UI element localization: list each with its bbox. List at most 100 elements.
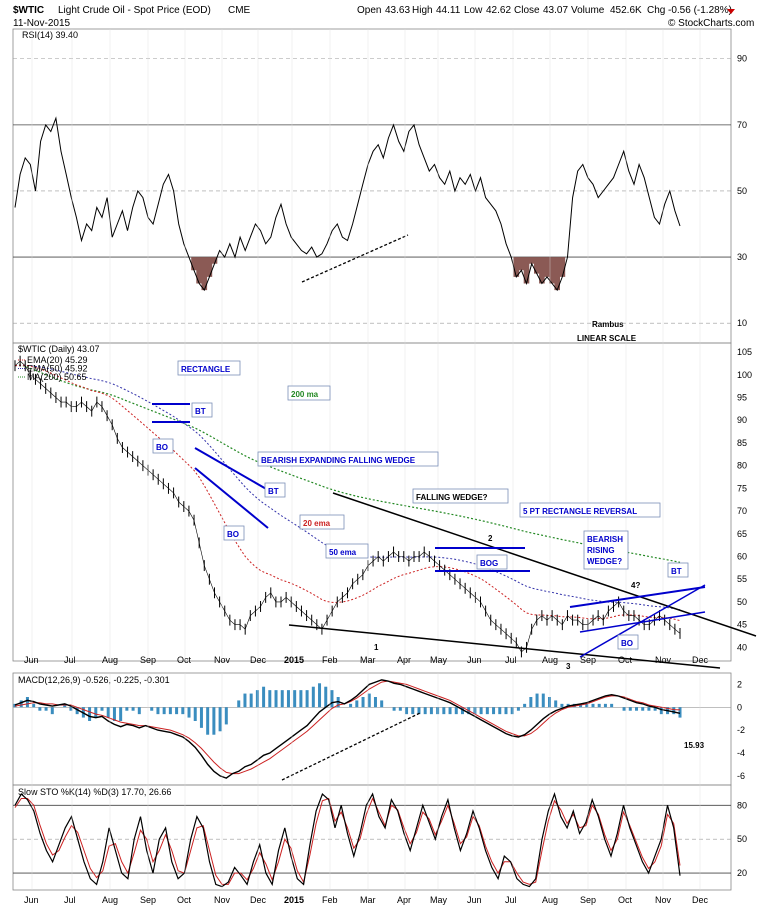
pivot-1: 1 [374, 643, 379, 652]
bottom-axis-label: Jun [24, 895, 39, 905]
legend-entry: EMA(20) 45.29 [27, 355, 88, 365]
stoch-title: Slow STO %K(14) %D(3) 17.70, 26.66 [18, 787, 171, 797]
rectangle-reversal-label: 5 PT RECTANGLE REVERSAL [523, 507, 637, 516]
bt-label-box [264, 482, 286, 498]
rsi-tick-label: 50 [737, 186, 747, 196]
bottom-axis-label: Dec [692, 895, 709, 905]
rectangle-reversal-label-box [519, 502, 661, 518]
time-axis: Jun Jul Aug Sep Oct Nov Dec 2015 Feb Mar Apr May Jun… [24, 29, 709, 905]
bottom-axis-label: Jul [64, 895, 76, 905]
chart-date: 11-Nov-2015 [13, 18, 71, 29]
bt-label: BT [671, 567, 682, 576]
down-arrow-icon [727, 9, 735, 14]
volume-label: Volume [571, 5, 605, 16]
bottom-axis-label: Jun [467, 895, 482, 905]
price-tick-label: 95 [737, 393, 747, 403]
rsi-divergence-line [301, 234, 409, 283]
rsi-tick-label: 70 [737, 120, 747, 130]
stoch-d-line [14, 797, 681, 885]
high-value: 44.11 [436, 5, 461, 16]
close-value: 43.07 [543, 5, 568, 16]
macd-tick-label: 2 [737, 679, 742, 689]
macd-panel-frame [12, 672, 732, 786]
bo-label: BO [621, 639, 633, 648]
symbol-description: Light Crude Oil - Spot Price (EOD) [58, 5, 211, 16]
rectangle-label-box [177, 360, 241, 376]
bo-label-box [223, 525, 245, 541]
rsi-line [14, 116, 681, 292]
mid-axis-label: Jul [64, 655, 76, 665]
bottom-axis-label: Dec [250, 895, 267, 905]
rsi-oversold-fill [191, 257, 566, 291]
mid-axis-label: Dec [692, 655, 709, 665]
legend-entry: EMA(50) 45.92 [27, 364, 88, 374]
mid-axis-label: 2015 [284, 655, 304, 665]
mid-axis-label: Mar [360, 655, 376, 665]
expanding-wedge-label-box [257, 451, 439, 467]
mid-axis-label: Jun [24, 655, 39, 665]
bo-label: BO [156, 443, 168, 452]
bottom-axis-label: Jul [505, 895, 517, 905]
rsi-tick-label: 10 [737, 318, 747, 328]
ema20-label-box [299, 514, 345, 530]
low-label: Low [464, 5, 483, 16]
mid-axis-label: Nov [214, 655, 231, 665]
volume-value: 452.6K [610, 5, 642, 16]
copyright: © StockCharts.com [668, 18, 754, 29]
chg-value: -0.56 (-1.28%) [668, 5, 732, 16]
bottom-axis-label: Sep [140, 895, 156, 905]
high-label: High [412, 5, 433, 16]
macd-tick-label: 0 [737, 702, 742, 712]
symbol: $WTIC [13, 5, 44, 16]
price-tick-label: 60 [737, 552, 747, 562]
bottom-axis-label: Mar [360, 895, 376, 905]
macd-tick-label: -4 [737, 748, 745, 758]
price-line [14, 360, 681, 653]
bottom-axis-label: Apr [397, 895, 411, 905]
bt-label-box [667, 562, 689, 578]
mid-axis-label: Feb [322, 655, 338, 665]
legend-entry: MA(200) 50.65 [27, 372, 87, 382]
rsi-annotation: Rambus [592, 320, 624, 329]
price-tick-label: 105 [737, 347, 752, 357]
bog-label-box [476, 554, 508, 570]
rising-wedge-upper-line [569, 586, 706, 608]
close-label: Close [514, 5, 540, 16]
rsi-panel-frame [12, 28, 732, 344]
mid-axis-label: Oct [618, 655, 633, 665]
price-tick-label: 100 [737, 370, 752, 380]
macd-line [14, 679, 681, 779]
pivot-4: 4? [631, 581, 640, 590]
price-panel-frame [12, 342, 732, 662]
stoch-panel-frame [12, 784, 732, 891]
rsi-tick-label: 30 [737, 252, 747, 262]
price-tick-label: 75 [737, 483, 747, 493]
stoch-panel: 20 50 80 Slow STO %K(14) %D(3) 17.70, 26.66 [13, 787, 747, 888]
rsi-annotation: LINEAR SCALE [577, 334, 637, 343]
stoch-tick-label: 80 [737, 800, 747, 810]
ma200-line [14, 364, 681, 563]
macd-panel: -6 -4 -2 0 2 MACD(12,26,9) -0.526, -0.225, -0… [13, 675, 745, 781]
price-tick-label: 70 [737, 506, 747, 516]
price-tick-label: 85 [737, 438, 747, 448]
price-tick-label: 90 [737, 415, 747, 425]
falling-wedge-lower-line [288, 624, 721, 669]
macd-divergence-line [281, 712, 421, 781]
price-tick-label: 80 [737, 461, 747, 471]
open-value: 43.63 [385, 5, 410, 16]
price-tick-label: 50 [737, 597, 747, 607]
rising-wedge-label: RISING [587, 546, 615, 555]
bottom-axis-label: May [430, 895, 448, 905]
macd-signal-line [14, 680, 681, 775]
falling-wedge-label: FALLING WEDGE? [416, 493, 488, 502]
exchange: CME [228, 5, 251, 16]
rising-wedge-box [583, 530, 629, 570]
bottom-axis-label: Nov [214, 895, 231, 905]
mid-axis-label: Dec [250, 655, 267, 665]
pivot-3: 3 [566, 662, 571, 671]
low-value: 42.62 [486, 5, 511, 16]
rsi-tick-label: 90 [737, 54, 747, 64]
bottom-axis-label: Sep [580, 895, 596, 905]
rsi-title: RSI(14) 39.40 [22, 30, 78, 40]
